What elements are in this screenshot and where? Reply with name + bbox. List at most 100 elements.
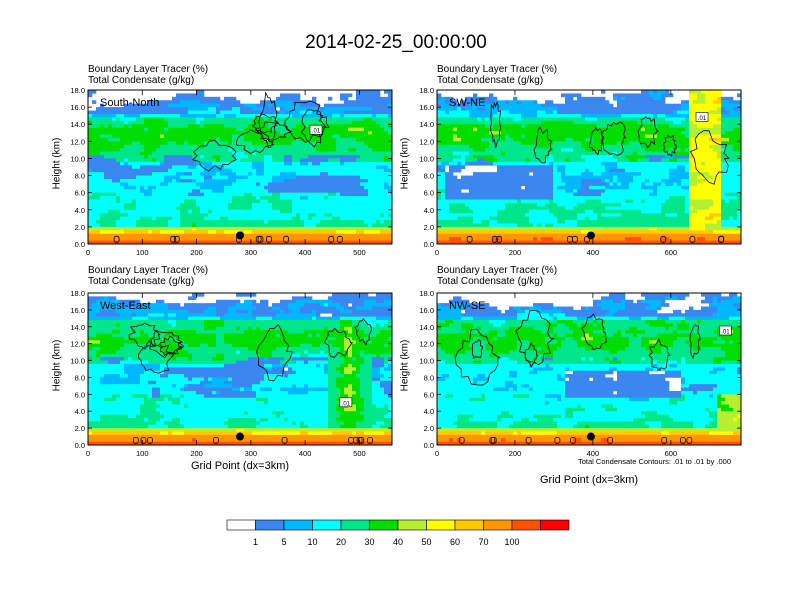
- heatmap-field: [437, 293, 742, 446]
- y-tick-label: 0.0: [424, 441, 434, 450]
- panel-1-subtitle-1: Boundary Layer Tracer (%): [88, 64, 209, 75]
- panel-label: SW-NE: [449, 97, 485, 109]
- y-tick-label: 18.0: [419, 86, 434, 95]
- panel-4-ylabel: Height (km): [399, 339, 411, 392]
- x-tick-label: 400: [299, 248, 312, 257]
- colorbar-swatch: [255, 519, 285, 531]
- colorbar-swatch: [312, 519, 342, 531]
- contour-label: .01: [698, 116, 707, 122]
- y-tick-label: 10.0: [70, 357, 85, 366]
- panel-label: West-East: [100, 300, 151, 312]
- x-tick-label: 200: [509, 449, 522, 458]
- panel-2-subtitle-1: Boundary Layer Tracer (%): [437, 64, 558, 75]
- colorbar-level-label: 50: [421, 537, 431, 547]
- x-tick-label: 100: [136, 248, 149, 257]
- x-tick-label: 400: [299, 449, 312, 458]
- panel-2-ylabel: Height (km): [399, 137, 411, 190]
- plot-frame: [87, 89, 393, 245]
- colorbar-swatch: [226, 519, 256, 531]
- panel-label: NW-SE: [449, 300, 485, 312]
- colorbar-swatch: [540, 519, 570, 531]
- colorbar-level-label: 1: [253, 537, 258, 547]
- plot-frame: [436, 292, 742, 446]
- heatmap-field: [437, 90, 742, 245]
- y-tick-label: 10.0: [419, 357, 434, 366]
- y-tick-label: 14.0: [70, 120, 85, 129]
- contour-label-box: [695, 112, 709, 122]
- colorbar: 1 5 10 20 30 40 50 60 70 100: [226, 519, 570, 547]
- colorbar-level-label: 70: [478, 537, 488, 547]
- x-tick-label: 200: [190, 248, 203, 257]
- y-tick-label: 4.0: [75, 206, 85, 215]
- location-marker: [236, 432, 244, 441]
- contour-label-box: [309, 124, 323, 135]
- x-tick-label: 200: [509, 248, 522, 257]
- x-tick-label: 400: [587, 248, 600, 257]
- panel-1: .01 South-North 0.0 2.0 4.0 6.0 8.0 10.0 12.0 14.…: [43, 85, 407, 269]
- x-tick-label: 600: [665, 248, 678, 257]
- y-tick-label: 10.0: [70, 154, 85, 163]
- x-tick-label: 300: [245, 248, 258, 257]
- panel-4: .01 NW-SE 0.0 2.0 4.0 6.0 8.0 10.0 12.0 14.0 16.0 1…: [392, 288, 756, 470]
- y-tick-label: 4.0: [75, 407, 85, 416]
- heatmap-field: [88, 293, 393, 446]
- y-tick-label: 8.0: [424, 172, 434, 181]
- location-marker: [586, 231, 595, 240]
- condensate-contours: [466, 101, 730, 243]
- y-tick-label: 8.0: [75, 373, 85, 382]
- x-tick-label: 600: [665, 449, 678, 458]
- plot-frame: [436, 89, 742, 245]
- panel-1-subtitle-2: Total Condensate (g/kg): [88, 75, 195, 86]
- colorbar-swatch: [283, 519, 313, 531]
- colorbar-level-label: 60: [450, 537, 460, 547]
- colorbar-swatch: [369, 519, 399, 531]
- panel-4-subtitle-2: Total Condensate (g/kg): [437, 276, 544, 287]
- y-tick-label: 14.0: [419, 120, 434, 129]
- page-title: 2014-02-25_00:00:00: [305, 32, 487, 53]
- panel-3-ylabel: Height (km): [51, 339, 63, 392]
- location-marker: [236, 231, 244, 240]
- y-tick-label: 12.0: [419, 340, 434, 349]
- colorbar-level-label: 40: [393, 537, 403, 547]
- y-tick-label: 0.0: [424, 240, 434, 249]
- y-tick-label: 14.0: [419, 323, 434, 332]
- y-tick-label: 0.0: [75, 441, 85, 450]
- heatmap-field: [88, 90, 393, 245]
- panel-1-ylabel: Height (km): [51, 137, 63, 190]
- y-tick-label: 6.0: [424, 189, 434, 198]
- colorbar-level-label: 10: [307, 537, 317, 547]
- y-tick-label: 18.0: [419, 289, 434, 298]
- x-tick-label: 0: [86, 449, 90, 458]
- colorbar-level-label: 100: [504, 537, 519, 547]
- y-tick-label: 8.0: [75, 172, 85, 181]
- colorbar-swatch: [483, 519, 513, 531]
- panel-3-xlabel: Grid Point (dx=3km): [190, 460, 290, 472]
- y-tick-label: 16.0: [419, 306, 434, 315]
- y-tick-label: 14.0: [70, 323, 85, 332]
- x-tick-label: 200: [190, 449, 203, 458]
- panel-2: .01 SW-NE 0.0 2.0 4.0 6.0 8.0 10.0 12.0 14.0 16.0 1…: [392, 85, 756, 269]
- y-tick-label: 0.0: [75, 240, 85, 249]
- plot-frame: [87, 292, 393, 446]
- y-tick-label: 18.0: [70, 289, 85, 298]
- condensate-contours: [454, 309, 701, 444]
- y-tick-label: 6.0: [424, 390, 434, 399]
- panel-3-subtitle-1: Boundary Layer Tracer (%): [88, 265, 209, 276]
- y-tick-label: 10.0: [419, 154, 434, 163]
- y-tick-label: 18.0: [70, 86, 85, 95]
- y-tick-label: 4.0: [424, 407, 434, 416]
- panel-3: .01 West-East 0.0 2.0 4.0 6.0 8.0 10.0 12.0 14.0 1…: [43, 288, 407, 470]
- y-tick-label: 8.0: [424, 373, 434, 382]
- x-tick-label: 400: [587, 449, 600, 458]
- colorbar-swatch: [397, 519, 427, 531]
- panel-2-subtitle-2: Total Condensate (g/kg): [437, 75, 544, 86]
- colorbar-swatch: [454, 519, 484, 531]
- colorbar-swatch: [340, 519, 370, 531]
- colorbar-swatch: [511, 519, 541, 531]
- y-tick-label: 16.0: [419, 103, 434, 112]
- y-tick-label: 4.0: [424, 206, 434, 215]
- colorbar-level-label: 5: [281, 537, 286, 547]
- condensate-contours: [113, 91, 343, 243]
- contour-label-box: [719, 325, 732, 336]
- panel-3-subtitle-2: Total Condensate (g/kg): [88, 276, 195, 287]
